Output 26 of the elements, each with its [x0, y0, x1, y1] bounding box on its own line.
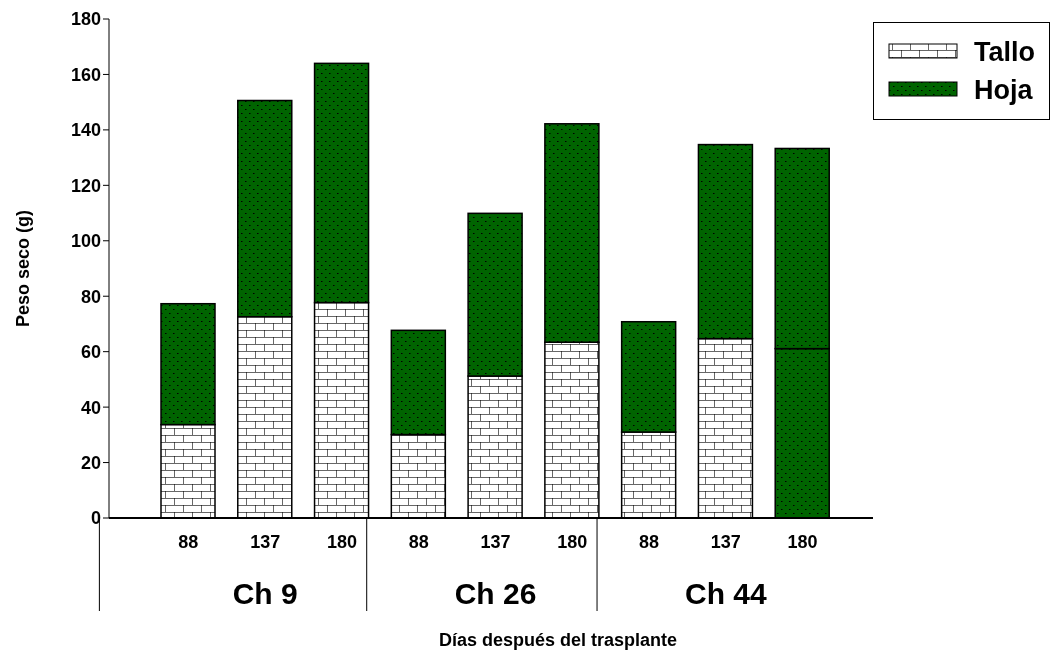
y-tick-label: 140 — [70, 120, 101, 141]
x-tick-label: 137 — [710, 532, 741, 552]
x-tick-label: 137 — [480, 532, 511, 552]
y-tick-label: 160 — [70, 64, 101, 85]
text: Ch 44 — [684, 577, 767, 610]
legend-label: Tallo — [973, 36, 1035, 68]
y-tick-label: 0 — [90, 508, 101, 529]
y-tick-label: 180 — [70, 9, 101, 30]
y-axis-title: Peso seco (g) — [13, 209, 34, 328]
y-tick-label: 60 — [80, 342, 101, 363]
x-tick-label: 88 — [639, 532, 660, 552]
y-tick-label: 20 — [80, 452, 101, 473]
x-tick-label: 180 — [787, 532, 818, 552]
y-tick-label: 100 — [70, 231, 101, 252]
y-tick-label: 40 — [80, 397, 101, 418]
text: Ch 9 — [232, 577, 298, 610]
x-axis-title: Días después del trasplante — [437, 630, 679, 651]
x-tick-label: 88 — [408, 532, 429, 552]
legend-label: Hoja — [973, 74, 1033, 106]
x-tick-label: 180 — [326, 532, 357, 552]
y-tick-label: 120 — [70, 175, 101, 196]
x-tick-label: 88 — [178, 532, 199, 552]
x-tick-label: 180 — [557, 532, 588, 552]
x-tick-label: 137 — [250, 532, 281, 552]
y-tick-label: 80 — [80, 286, 101, 307]
text: Ch 26 — [454, 577, 537, 610]
